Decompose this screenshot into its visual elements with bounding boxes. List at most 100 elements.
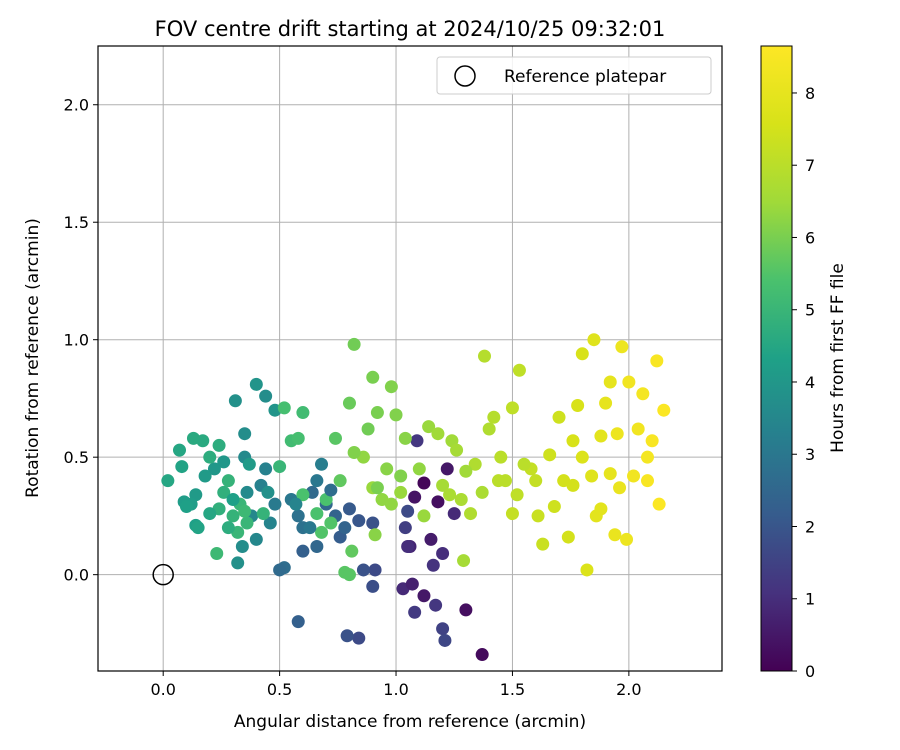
data-point [273,563,287,577]
data-point [217,455,231,469]
data-point [575,347,589,361]
data-point [361,422,375,436]
data-point [228,394,242,408]
reference-point [152,563,174,586]
data-point [599,396,613,410]
data-point [440,462,454,476]
data-point [594,429,608,443]
data-point [389,408,403,422]
data-point [417,589,431,603]
data-point [226,509,240,523]
data-point [536,537,550,551]
data-point [398,431,412,445]
data-point [627,469,641,483]
data-point [240,516,254,530]
data-point [172,443,186,457]
data-point [368,563,382,577]
data-point [408,490,422,504]
data-point [366,370,380,384]
data-point [249,532,263,546]
data-point [303,521,317,535]
data-point [424,532,438,546]
data-point [447,507,461,521]
data-point [620,532,634,546]
data-point [510,488,524,502]
data-point [196,434,210,448]
data-point [368,528,382,542]
data-point [417,476,431,490]
data-point [342,396,356,410]
data-point [512,363,526,377]
data-point [273,460,287,474]
data-point [345,544,359,558]
x-tick-label: 0.0 [150,680,175,699]
x-tick-label: 2.0 [616,680,641,699]
data-point [342,502,356,516]
data-point [401,539,415,553]
data-point [210,547,224,561]
data-point [603,467,617,481]
data-point [645,434,659,448]
data-point [394,485,408,499]
data-point [498,474,512,488]
data-point [240,485,254,499]
data-point [657,403,671,417]
grid-lines [98,46,722,671]
data-point [547,500,561,514]
data-point [289,497,303,511]
data-point [259,389,273,403]
data-point [615,340,629,354]
reference-marker [152,563,174,586]
data-point [291,431,305,445]
data-point [291,615,305,629]
data-point [464,507,478,521]
data-point [631,422,645,436]
colorbar-tick-label: 2 [805,517,815,536]
data-point [347,445,361,459]
x-tick-label: 1.5 [500,680,525,699]
data-point [436,478,450,492]
plot-frame [97,45,723,672]
data-point [622,375,636,389]
data-point [394,469,408,483]
chart-title: FOV centre drift starting at 2024/10/25 … [155,17,666,41]
data-point [401,504,415,518]
data-point [338,521,352,535]
data-point [384,380,398,394]
data-point [340,629,354,643]
y-axis-ticks: 0.0 0.5 1.0 1.5 2.0 [64,96,98,585]
data-point [296,488,310,502]
colorbar-frame [760,45,793,672]
data-point [494,450,508,464]
data-point [226,492,240,506]
data-point [370,481,384,495]
data-point [198,469,212,483]
x-tick-label: 0.5 [267,680,292,699]
x-axis-ticks: 0.0 0.5 1.0 1.5 2.0 [150,671,642,699]
data-point [161,474,175,488]
data-point [613,481,627,495]
data-point [531,509,545,523]
data-point [310,539,324,553]
data-point [315,457,329,471]
data-point [571,398,585,412]
y-tick-label: 0.0 [64,566,89,585]
data-point [333,474,347,488]
y-tick-label: 0.5 [64,448,89,467]
colorbar-tick-label: 1 [805,590,815,609]
data-point [436,622,450,636]
data-point [505,401,519,415]
colorbar-tick-label: 0 [805,662,815,681]
data-point [482,422,496,436]
data-point [175,460,189,474]
y-axis-label: Rotation from reference (arcmin) [23,218,43,498]
data-point [587,333,601,347]
colorbar-tick-label: 8 [805,84,815,103]
data-point [454,492,468,506]
colorbar-ticks: 0 1 2 3 4 5 6 7 8 [792,84,815,681]
data-point [191,521,205,535]
data-point [259,462,273,476]
x-tick-label: 1.0 [383,680,408,699]
data-point [475,485,489,499]
